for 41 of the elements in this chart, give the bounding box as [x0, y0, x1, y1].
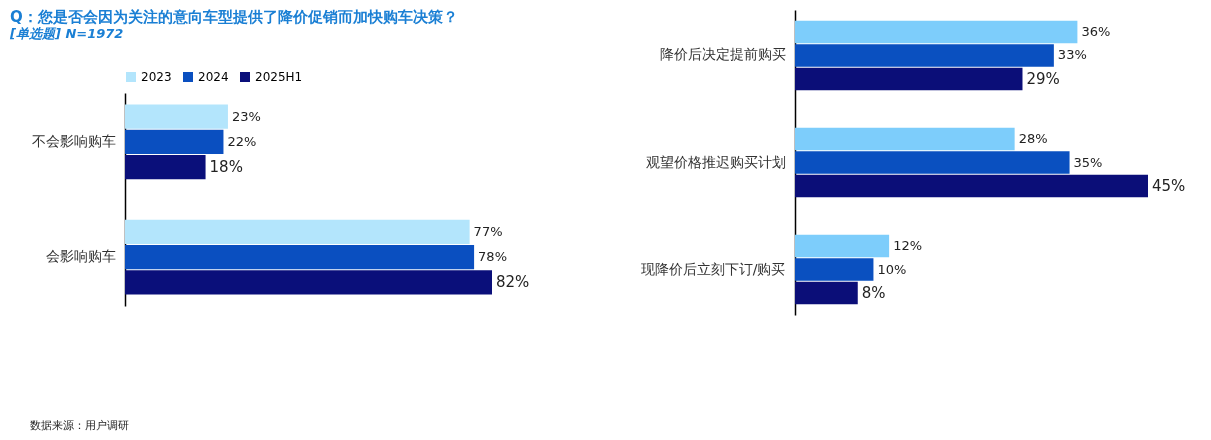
legend-label: 2023	[141, 70, 172, 84]
data-label: 23%	[231, 108, 261, 124]
bar	[125, 155, 206, 180]
bar	[125, 129, 224, 155]
bar	[795, 174, 1148, 198]
data-label: 82%	[496, 273, 530, 292]
bar	[795, 127, 1015, 151]
data-label: 8%	[861, 284, 886, 303]
y-tick-label: 降价后决定提前购买	[659, 46, 786, 63]
chart-title: Q：您是否会因为关注的意向车型提供了降价促销而加快购车决策？	[10, 8, 458, 26]
data-label: 18%	[209, 158, 243, 177]
data-label: 12%	[893, 238, 923, 254]
bar	[125, 270, 492, 295]
bar	[795, 234, 890, 258]
source-note: 数据来源：用户调研	[30, 418, 129, 433]
bar	[795, 151, 1070, 174]
data-label: 29%	[1026, 69, 1060, 88]
data-label: 45%	[1152, 177, 1186, 195]
data-label: 28%	[1018, 131, 1048, 146]
y-tick-label: 现降价后立刻下订/购买	[640, 260, 786, 277]
data-label: 22%	[227, 133, 257, 149]
data-label: 36%	[1081, 23, 1111, 39]
bar	[795, 67, 1023, 91]
legend-label: 2025H1	[255, 70, 303, 84]
data-label: 33%	[1057, 47, 1087, 63]
bar	[125, 104, 228, 129]
bar	[795, 281, 858, 305]
bar	[795, 20, 1078, 44]
y-tick-label: 会影响购车	[45, 248, 116, 265]
bar	[125, 219, 470, 244]
chart-subtitle: [单选题] N=1972	[9, 26, 124, 41]
y-tick-label: 观望价格推迟购买计划	[645, 153, 786, 170]
data-label: 35%	[1073, 154, 1103, 170]
y-tick-label: 不会影响购车	[31, 132, 116, 149]
legend-label: 2024	[198, 70, 229, 84]
bar	[795, 258, 874, 281]
data-label: 78%	[478, 249, 507, 265]
bar	[795, 44, 1054, 67]
data-label: 10%	[877, 261, 907, 277]
bar	[125, 244, 475, 270]
data-label: 77%	[473, 223, 503, 239]
